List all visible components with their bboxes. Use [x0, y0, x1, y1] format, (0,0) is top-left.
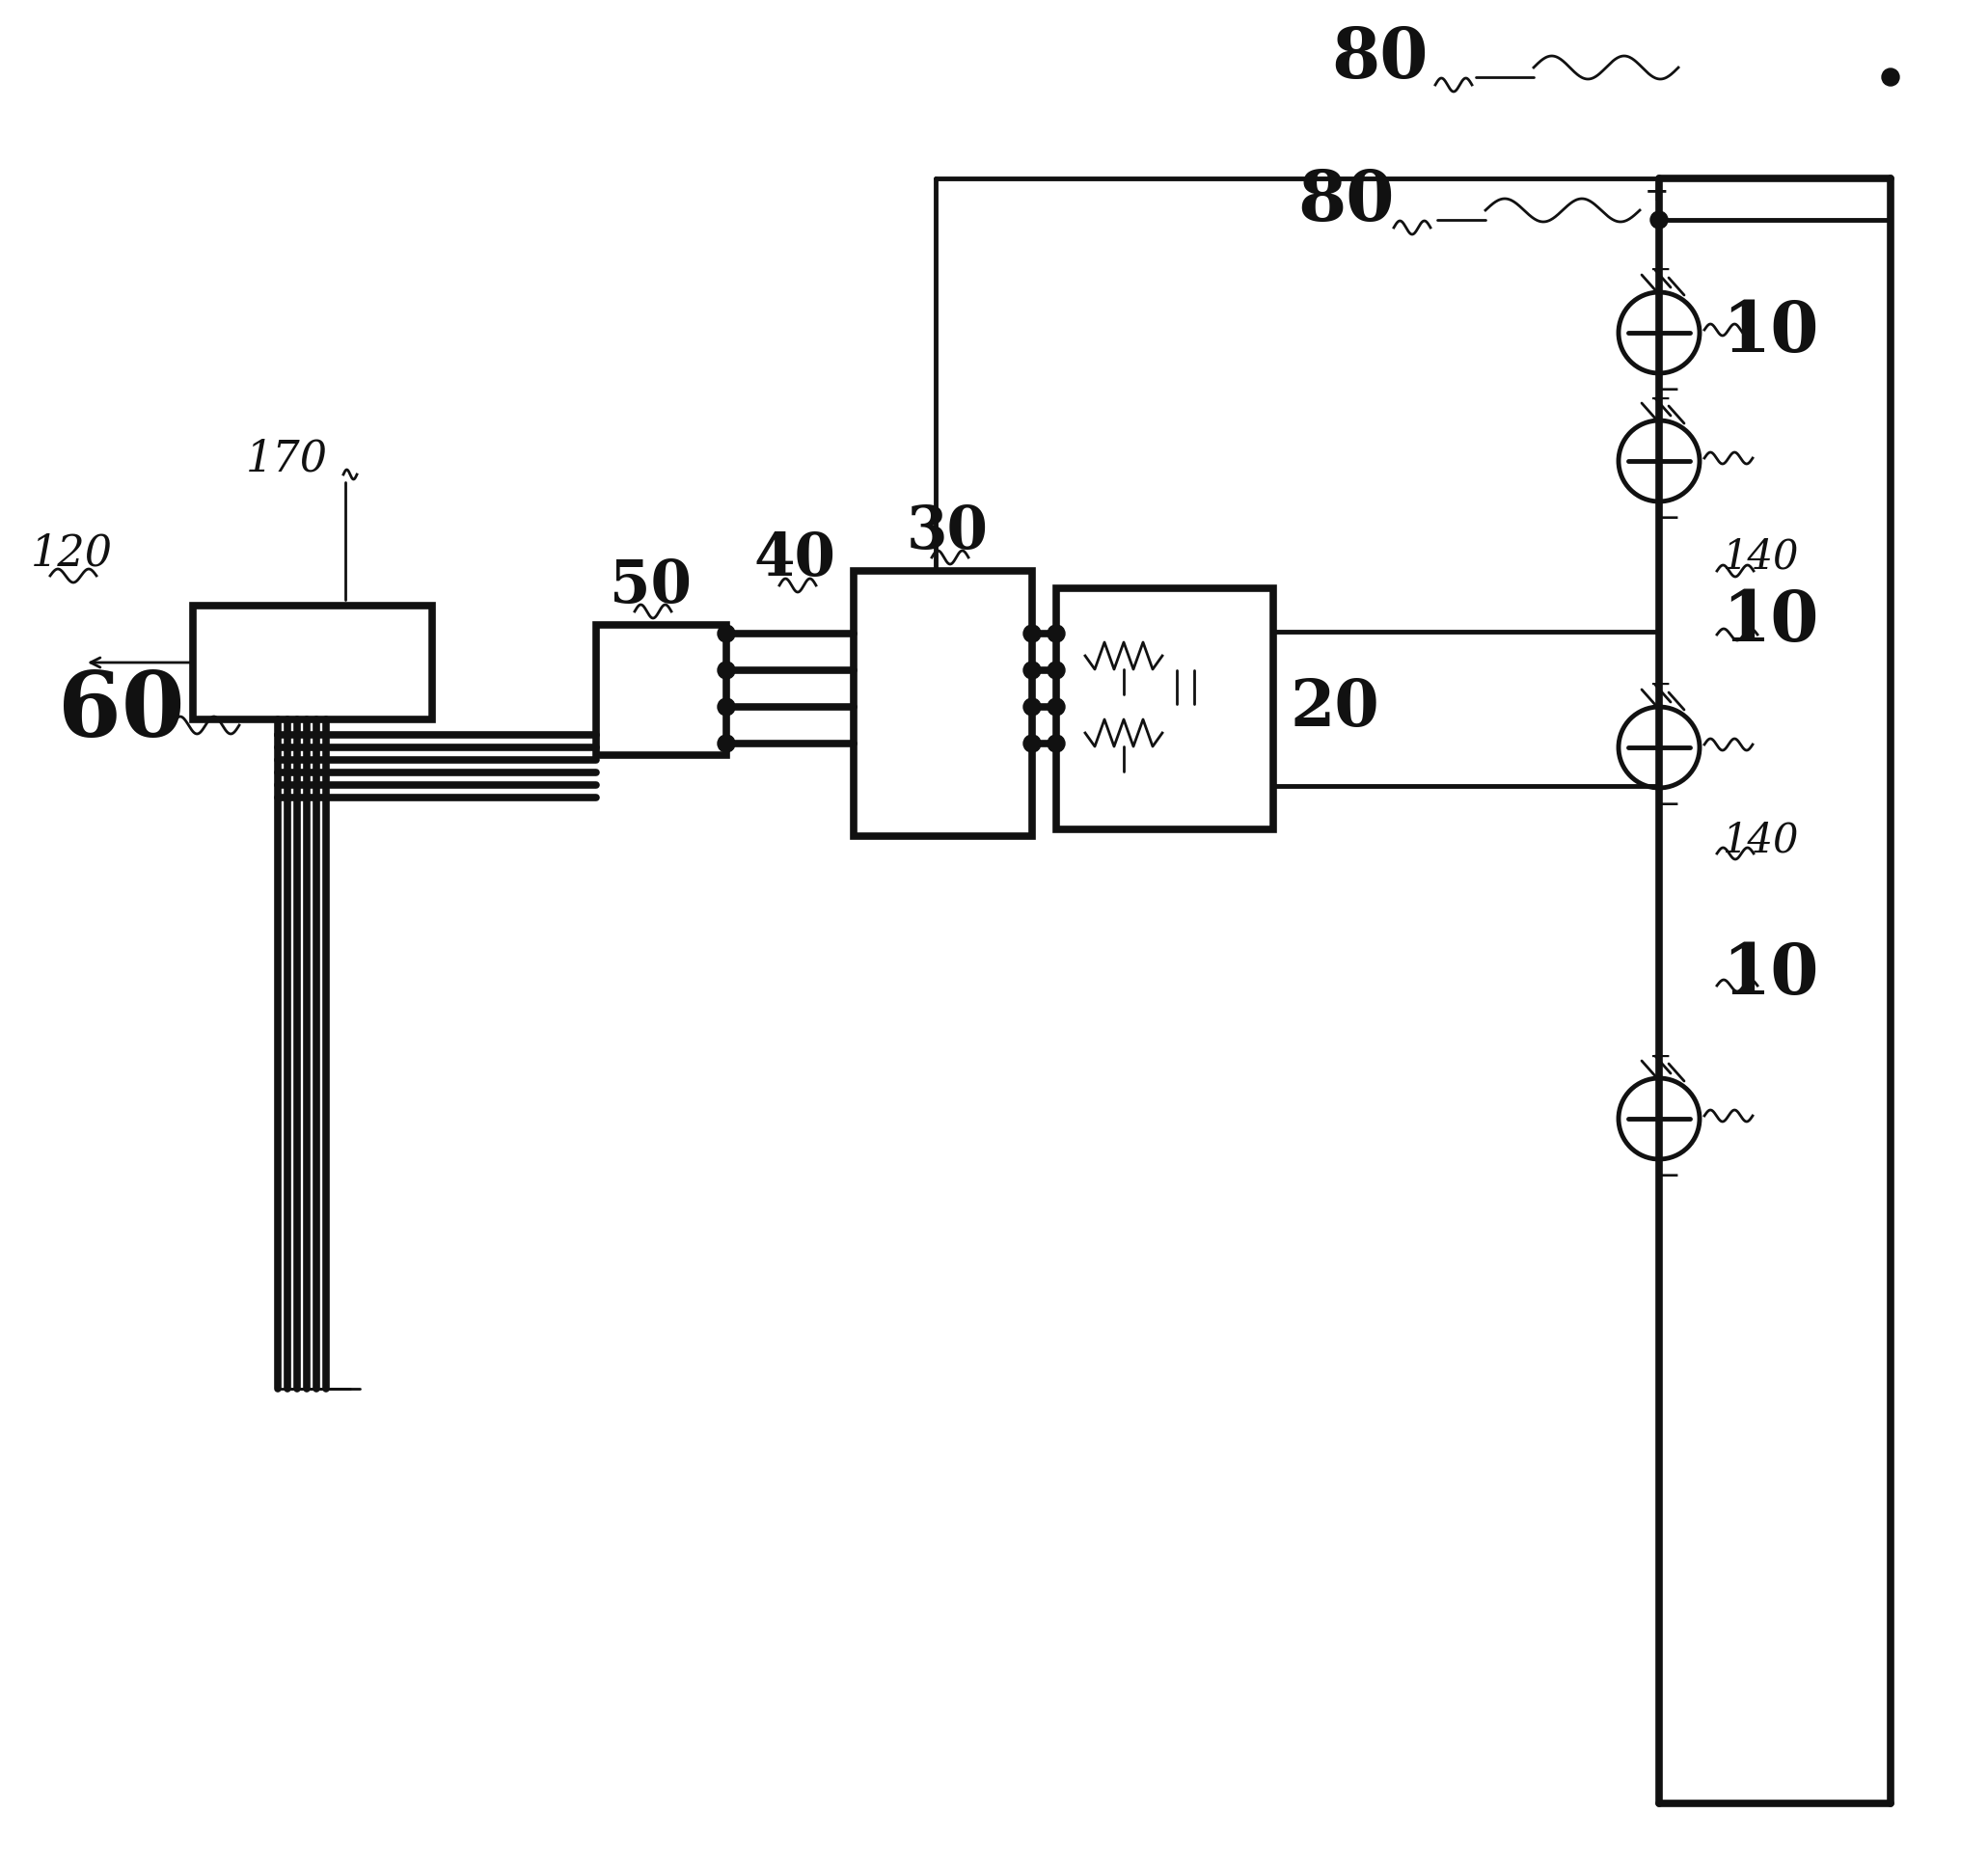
- Circle shape: [1618, 1078, 1700, 1160]
- Circle shape: [1048, 699, 1066, 715]
- Circle shape: [1618, 420, 1700, 501]
- Text: 50: 50: [610, 557, 692, 615]
- Text: 140: 140: [1722, 820, 1799, 861]
- Text: −: −: [1654, 502, 1680, 534]
- Circle shape: [1618, 291, 1700, 374]
- Bar: [596, 626, 726, 755]
- Circle shape: [718, 626, 736, 643]
- Circle shape: [1883, 69, 1899, 86]
- Text: −: −: [1654, 790, 1680, 820]
- Text: 140: 140: [1722, 538, 1799, 577]
- Circle shape: [1048, 626, 1066, 643]
- Bar: [1056, 588, 1272, 829]
- Circle shape: [1650, 211, 1668, 228]
- Text: +: +: [1650, 387, 1672, 413]
- Text: 80: 80: [1332, 24, 1427, 92]
- Circle shape: [718, 699, 736, 715]
- Circle shape: [718, 661, 736, 678]
- Text: 20: 20: [1290, 678, 1380, 740]
- Circle shape: [1024, 626, 1042, 643]
- Text: −: −: [1654, 375, 1680, 405]
- Text: +: +: [1650, 1044, 1672, 1070]
- Circle shape: [1048, 661, 1066, 678]
- Text: 170: 170: [247, 439, 328, 480]
- Text: 10: 10: [1722, 588, 1819, 656]
- Circle shape: [1024, 734, 1042, 753]
- Circle shape: [1024, 699, 1042, 715]
- Text: 10: 10: [1722, 299, 1819, 366]
- Bar: [853, 572, 1032, 837]
- Text: +: +: [1650, 672, 1672, 699]
- Circle shape: [1048, 734, 1066, 753]
- Text: 60: 60: [58, 669, 185, 755]
- Circle shape: [1024, 661, 1042, 678]
- Text: 10: 10: [1722, 940, 1819, 1009]
- Text: 40: 40: [753, 531, 837, 588]
- Text: 30: 30: [907, 502, 988, 560]
- Text: +: +: [1650, 258, 1672, 284]
- Bar: [193, 605, 431, 719]
- Text: −: −: [1654, 1162, 1680, 1192]
- Circle shape: [1618, 706, 1700, 788]
- Text: 80: 80: [1298, 166, 1394, 235]
- Text: +: +: [1644, 177, 1670, 207]
- Text: 120: 120: [32, 532, 113, 573]
- Circle shape: [718, 734, 736, 753]
